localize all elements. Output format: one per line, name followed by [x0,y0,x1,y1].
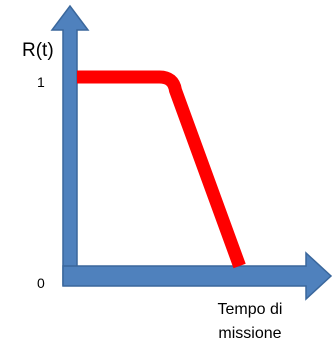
x-axis-arrow [63,253,331,299]
y-tick-label-0: 0 [37,275,45,291]
y-tick-label-1: 1 [37,74,45,90]
x-axis-label: Tempo di missione [200,298,300,346]
y-axis-label: R(t) [22,40,54,62]
reliability-curve [77,77,240,266]
y-axis-arrow [52,6,88,285]
